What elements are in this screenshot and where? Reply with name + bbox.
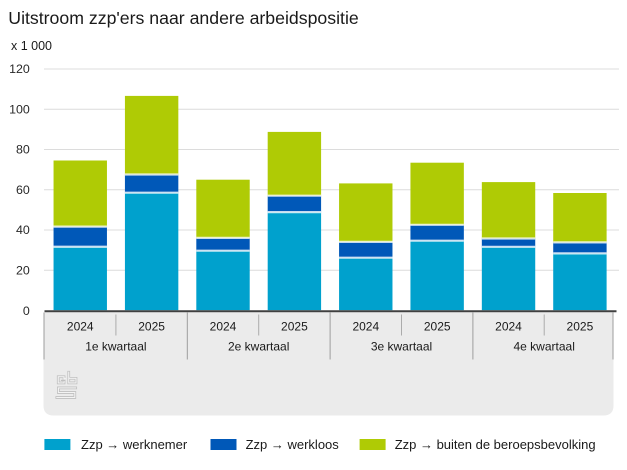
svg-text:Zzp → buiten de beroepsbevolki: Zzp → buiten de beroepsbevolking xyxy=(395,437,596,452)
svg-text:3e kwartaal: 3e kwartaal xyxy=(371,340,432,354)
svg-text:80: 80 xyxy=(16,143,30,157)
svg-text:2025: 2025 xyxy=(281,319,308,333)
svg-text:x 1 000: x 1 000 xyxy=(11,39,52,53)
svg-text:2024: 2024 xyxy=(210,319,237,333)
svg-text:Zzp → werknemer: Zzp → werknemer xyxy=(81,437,188,452)
svg-text:40: 40 xyxy=(16,223,30,237)
svg-text:2e kwartaal: 2e kwartaal xyxy=(228,340,289,354)
svg-text:60: 60 xyxy=(16,183,30,197)
svg-text:20: 20 xyxy=(16,263,30,277)
svg-text:4e kwartaal: 4e kwartaal xyxy=(514,340,575,354)
svg-text:2025: 2025 xyxy=(424,319,451,333)
svg-text:100: 100 xyxy=(9,102,30,116)
svg-text:2024: 2024 xyxy=(495,319,522,333)
svg-text:120: 120 xyxy=(9,62,30,76)
svg-text:2025: 2025 xyxy=(138,319,165,333)
svg-text:Uitstroom zzp'ers naar andere: Uitstroom zzp'ers naar andere arbeidspos… xyxy=(8,8,359,28)
svg-text:2024: 2024 xyxy=(67,319,94,333)
svg-text:2024: 2024 xyxy=(352,319,379,333)
svg-text:0: 0 xyxy=(23,304,30,318)
svg-text:Zzp → werkloos: Zzp → werkloos xyxy=(246,437,340,452)
svg-text:2025: 2025 xyxy=(567,319,594,333)
svg-text:1e kwartaal: 1e kwartaal xyxy=(85,340,146,354)
